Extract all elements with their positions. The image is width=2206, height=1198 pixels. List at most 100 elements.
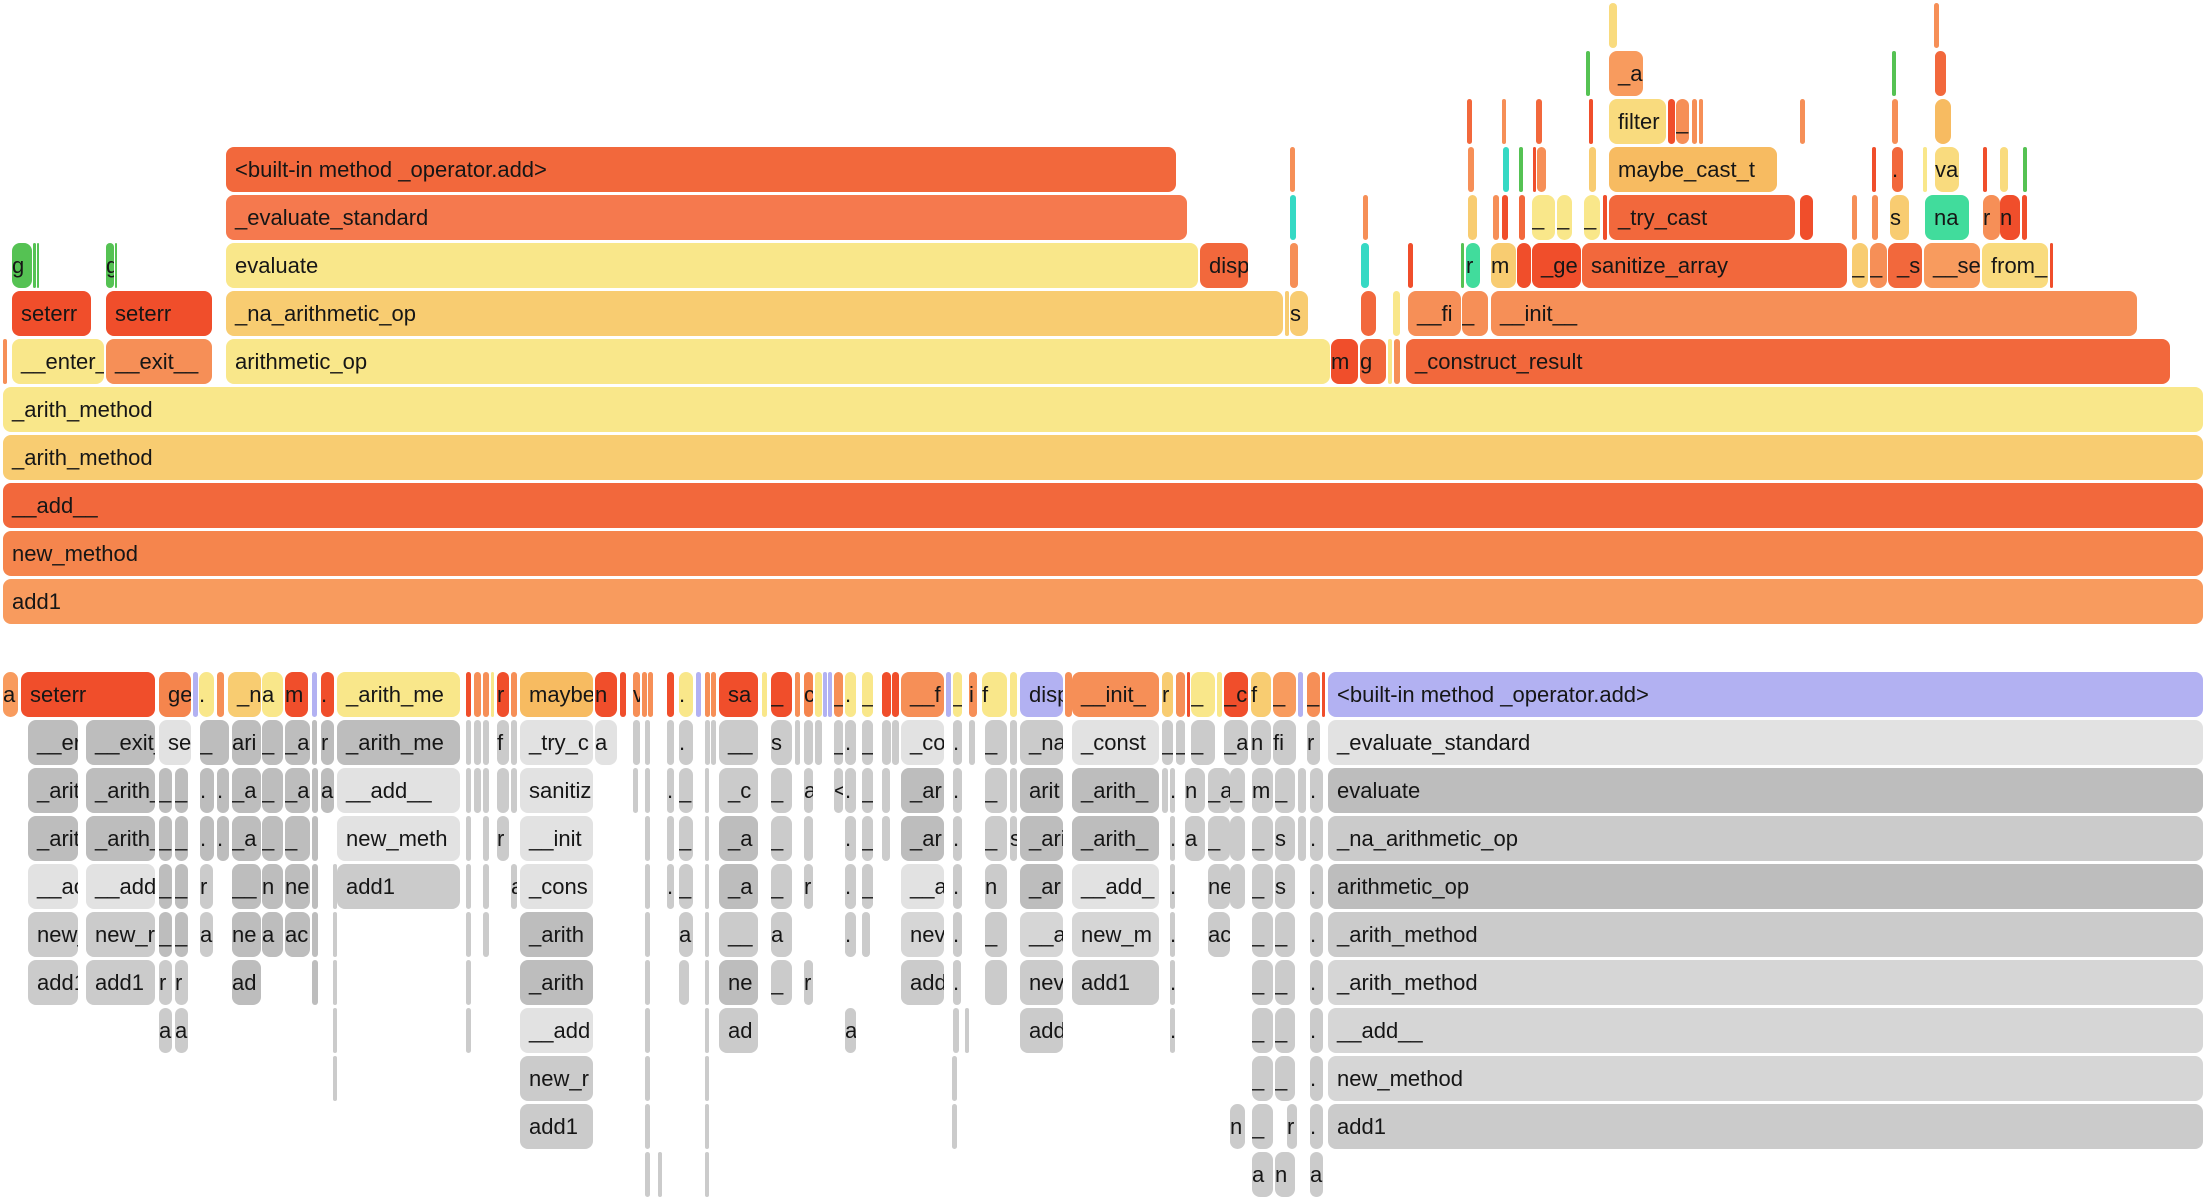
- frame-g[interactable]: g: [1360, 339, 1386, 384]
- frame-r[interactable]: r: [175, 960, 188, 1005]
- frame-nev[interactable]: nev: [1020, 960, 1063, 1005]
- frame-_a[interactable]: _a: [719, 816, 758, 861]
- frame-sliver[interactable]: [815, 672, 822, 717]
- frame-evaluate[interactable]: evaluate: [226, 243, 1198, 288]
- frame-_a[interactable]: _a: [1208, 768, 1230, 813]
- frame-_arith_[interactable]: _arith_: [1072, 816, 1159, 861]
- frame-sliver[interactable]: [1065, 672, 1072, 717]
- frame-s[interactable]: s: [1290, 291, 1308, 336]
- frame-sliver[interactable]: [705, 816, 709, 861]
- frame-_[interactable]: _: [1252, 1056, 1273, 1101]
- frame-_[interactable]: _: [862, 672, 873, 717]
- frame-_arith_method[interactable]: _arith_method: [1328, 912, 2203, 957]
- frame-__add__[interactable]: __add__: [1328, 1008, 2203, 1053]
- frame-n[interactable]: n: [1230, 1104, 1245, 1149]
- frame-_a[interactable]: _a: [285, 720, 310, 765]
- frame-a[interactable]: a: [175, 1008, 188, 1053]
- frame-sliver[interactable]: [705, 1008, 709, 1053]
- frame-sliver[interactable]: [1800, 195, 1813, 240]
- frame-_[interactable]: _: [159, 768, 172, 813]
- frame-_[interactable]: _: [1307, 672, 1320, 717]
- frame-.[interactable]: .: [679, 720, 693, 765]
- frame-r[interactable]: r: [200, 864, 213, 909]
- frame-sanitiz[interactable]: sanitiz: [520, 768, 593, 813]
- frame-sliver[interactable]: [1468, 195, 1477, 240]
- frame-new_r[interactable]: new_r: [520, 1056, 593, 1101]
- frame-sliver[interactable]: [1010, 672, 1017, 717]
- frame-_arith_[interactable]: _arith_: [1072, 768, 1159, 813]
- frame-sliver[interactable]: [648, 672, 653, 717]
- frame-nev[interactable]: nev: [901, 912, 944, 957]
- frame-sliver[interactable]: [1533, 147, 1536, 192]
- frame-sliver[interactable]: [1361, 243, 1369, 288]
- frame-_arith_[interactable]: _arith_: [86, 816, 155, 861]
- frame-_try_cast[interactable]: _try_cast: [1609, 195, 1795, 240]
- frame-n[interactable]: n: [985, 864, 1007, 909]
- frame-_[interactable]: _: [1275, 912, 1295, 957]
- frame-_arith_me[interactable]: _arith_me: [337, 672, 460, 717]
- frame-_const[interactable]: _const: [1072, 720, 1159, 765]
- frame-sliver[interactable]: [466, 960, 471, 1005]
- frame-maybe_cast_t[interactable]: maybe_cast_t: [1609, 147, 1777, 192]
- frame-.[interactable]: .: [1170, 864, 1175, 909]
- frame-.[interactable]: .: [1170, 768, 1175, 813]
- frame-arithmetic_op[interactable]: arithmetic_op: [1328, 864, 2203, 909]
- frame-add1[interactable]: add1: [1328, 1104, 2203, 1149]
- frame-new_meth[interactable]: new_meth: [337, 816, 460, 861]
- frame-fi[interactable]: fi: [1273, 720, 1296, 765]
- frame-sliver[interactable]: [1176, 672, 1185, 717]
- frame-new_r[interactable]: new_r: [86, 912, 155, 957]
- frame-sliver[interactable]: [2022, 195, 2027, 240]
- frame-sliver[interactable]: [1983, 147, 1987, 192]
- frame-sliver[interactable]: [333, 960, 337, 1005]
- frame-a[interactable]: a: [804, 768, 813, 813]
- frame-evaluate[interactable]: evaluate: [1328, 768, 2203, 813]
- frame-disp[interactable]: disp: [1200, 243, 1248, 288]
- frame-sliver[interactable]: [882, 816, 890, 861]
- frame-sliver[interactable]: [795, 672, 800, 717]
- frame-sliver[interactable]: [645, 1056, 650, 1101]
- frame-_[interactable]: _: [262, 768, 283, 813]
- frame-sanitize_array[interactable]: sanitize_array: [1582, 243, 1847, 288]
- frame-sliver[interactable]: [620, 672, 626, 717]
- frame-_ge[interactable]: _ge: [1532, 243, 1581, 288]
- frame-a[interactable]: a: [595, 720, 617, 765]
- frame-sliver[interactable]: [965, 1008, 969, 1053]
- frame-sliver[interactable]: [633, 720, 640, 765]
- frame-_[interactable]: _: [1191, 672, 1215, 717]
- frame-sliver[interactable]: [953, 1008, 959, 1053]
- frame-.[interactable]: .: [1310, 768, 1323, 813]
- frame-sliver[interactable]: [312, 816, 318, 861]
- frame-__add_[interactable]: __add_: [1072, 864, 1159, 909]
- frame-sliver[interactable]: [1298, 768, 1306, 813]
- frame-sliver[interactable]: [1502, 99, 1506, 144]
- frame-sliver[interactable]: [705, 720, 710, 765]
- frame-.[interactable]: .: [953, 720, 962, 765]
- frame-.[interactable]: .: [845, 672, 856, 717]
- frame-_[interactable]: _: [771, 672, 792, 717]
- frame-sliver[interactable]: [633, 768, 638, 813]
- frame-sliver[interactable]: [1892, 51, 1896, 96]
- frame-_[interactable]: _: [771, 864, 792, 909]
- frame-_[interactable]: _: [1252, 1008, 1273, 1053]
- frame-from_[interactable]: from_: [1982, 243, 2048, 288]
- frame-.[interactable]: .: [199, 672, 214, 717]
- frame-sliver[interactable]: [1536, 99, 1542, 144]
- frame-sliver[interactable]: [645, 768, 650, 813]
- frame-.[interactable]: .: [667, 864, 674, 909]
- frame-maybe[interactable]: maybe: [520, 672, 593, 717]
- frame-sliver[interactable]: [1230, 864, 1245, 909]
- frame-sliver[interactable]: [466, 672, 471, 717]
- frame-seterr[interactable]: seterr: [12, 291, 91, 336]
- frame-r[interactable]: r: [497, 672, 509, 717]
- frame-sliver[interactable]: [952, 1104, 957, 1149]
- frame-arit[interactable]: arit: [1020, 768, 1063, 813]
- frame-s[interactable]: s: [1275, 816, 1295, 861]
- frame-.[interactable]: .: [217, 768, 229, 813]
- frame-add1[interactable]: add1: [520, 1104, 593, 1149]
- frame-sliver[interactable]: [497, 768, 509, 813]
- frame-sliver[interactable]: [483, 720, 489, 765]
- frame-a[interactable]: a: [845, 1008, 856, 1053]
- frame-_[interactable]: _: [1870, 243, 1887, 288]
- frame-sliver[interactable]: [115, 243, 117, 288]
